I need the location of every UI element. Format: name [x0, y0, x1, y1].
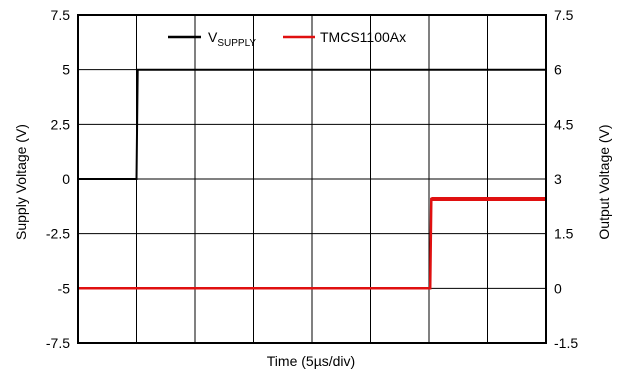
y-tick-label-right: 7.5	[554, 7, 574, 23]
legend-label-tmcs: TMCS1100Ax	[320, 29, 406, 45]
right-tick-labels: 7.5 6 4.5 3 1.5 0 -1.5	[554, 7, 578, 351]
y-tick-label-left: 0	[62, 171, 70, 187]
legend-label-vsupply: VSUPPLY	[208, 29, 256, 49]
y-tick-label-right: 1.5	[554, 226, 574, 242]
y-axis-label-right: Output Voltage (V)	[596, 124, 612, 239]
x-axis-label: Time (5µs/div)	[267, 353, 355, 369]
legend: VSUPPLY TMCS1100Ax	[168, 29, 406, 49]
y-tick-label-left: 5	[62, 62, 70, 78]
series-line-vsupply	[78, 68, 546, 180]
y-tick-label-right: 3	[554, 171, 562, 187]
plot-frame	[77, 14, 547, 344]
grid-lines	[78, 15, 546, 343]
y-tick-label-left: -7.5	[46, 335, 70, 351]
left-tick-labels: 7.5 5 2.5 0 -2.5 -5 -7.5	[46, 7, 70, 351]
y-tick-label-left: -5	[58, 280, 71, 296]
y-tick-label-right: 0	[554, 280, 562, 296]
y-axis-label-left: Supply Voltage (V)	[13, 124, 29, 240]
y-tick-label-right: 6	[554, 62, 562, 78]
y-tick-label-right: -1.5	[554, 335, 578, 351]
y-tick-label-left: -2.5	[46, 226, 70, 242]
y-tick-label-right: 4.5	[554, 116, 574, 132]
series-group	[78, 68, 546, 290]
y-tick-label-left: 7.5	[51, 7, 71, 23]
y-tick-label-left: 2.5	[51, 116, 71, 132]
